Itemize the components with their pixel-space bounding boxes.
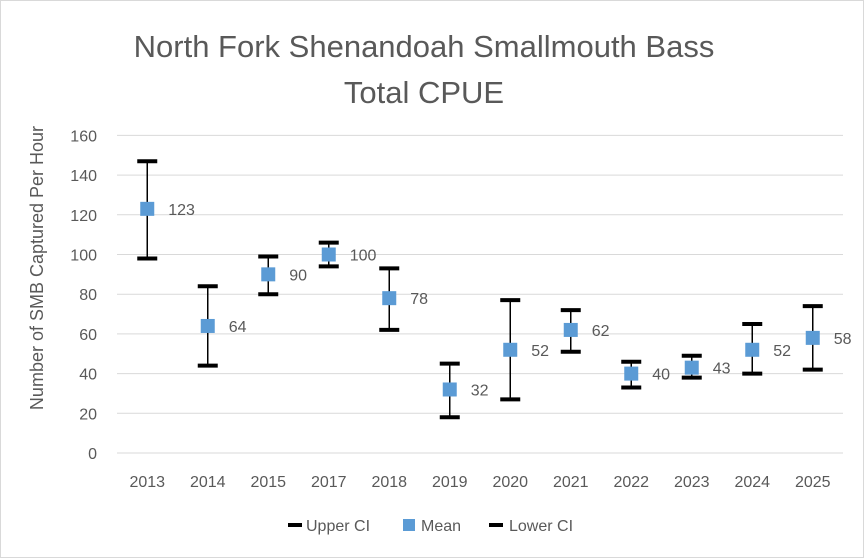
y-tick-label: 20 [79,406,97,423]
legend-lower-ci-label: Lower CI [509,518,573,535]
data-labels: 123 64 90 100 78 32 52 62 40 43 52 58 [168,202,851,400]
error-bars [137,159,823,420]
data-label: 52 [531,343,549,360]
x-tick-label: 2024 [734,474,770,491]
y-tick-label: 0 [88,446,97,463]
mean-point [745,342,760,357]
data-label: 62 [592,323,610,340]
legend: Upper CI Mean Lower CI [288,518,573,535]
x-tick-label: 2023 [674,474,710,491]
data-label: 58 [834,331,852,348]
x-tick-label: 2013 [129,474,165,491]
x-tick-label: 2015 [250,474,286,491]
y-tick-label: 100 [70,248,97,265]
x-tick-label: 2019 [432,474,468,491]
legend-upper-ci-label: Upper CI [306,518,370,535]
mean-point [805,330,820,345]
data-label: 90 [289,267,307,284]
data-label: 123 [168,202,195,219]
mean-point [140,201,155,216]
data-label: 43 [713,361,731,378]
y-tick-label: 80 [79,287,97,304]
x-tick-label: 2018 [371,474,407,491]
mean-point [684,360,699,375]
mean-point [261,267,276,282]
mean-point [321,247,336,262]
legend-item-lower-ci: Lower CI [489,518,573,535]
legend-item-upper-ci: Upper CI [288,518,370,535]
chart-subtitle: Total CPUE [344,75,504,110]
y-axis-label: Number of SMB Captured Per Hour [27,126,47,410]
mean-point [442,382,457,397]
legend-mean-label: Mean [421,518,461,535]
x-tick-label: 2014 [190,474,226,491]
legend-item-mean: Mean [403,518,461,535]
x-tick-label: 2021 [553,474,589,491]
x-tick-label: 2022 [613,474,649,491]
y-tick-label: 120 [70,208,97,225]
y-tick-label: 160 [70,128,97,145]
x-tick-label: 2020 [492,474,528,491]
mean-points [140,201,820,397]
y-tick-label: 40 [79,367,97,384]
data-label: 64 [229,319,247,336]
y-tick-label: 140 [70,168,97,185]
legend-mean-swatch [403,519,415,531]
gridlines [117,134,843,454]
data-label: 40 [652,367,670,384]
data-label: 52 [773,343,791,360]
mean-point [382,291,397,306]
chart-title: North Fork Shenandoah Smallmouth Bass [134,29,715,64]
mean-point [200,318,215,333]
data-label: 78 [410,291,428,308]
data-label: 32 [471,382,489,399]
x-tick-label: 2025 [795,474,831,491]
data-label: 100 [350,248,377,265]
x-tick-label: 2017 [311,474,347,491]
y-tick-label: 60 [79,327,97,344]
mean-point [503,342,518,357]
mean-point [624,366,639,381]
y-tick-labels: 0 20 40 60 80 100 120 140 160 [70,128,97,463]
mean-point [563,322,578,337]
x-tick-labels: 2013 2014 2015 2017 2018 2019 2020 2021 2022 2023… [129,474,830,491]
